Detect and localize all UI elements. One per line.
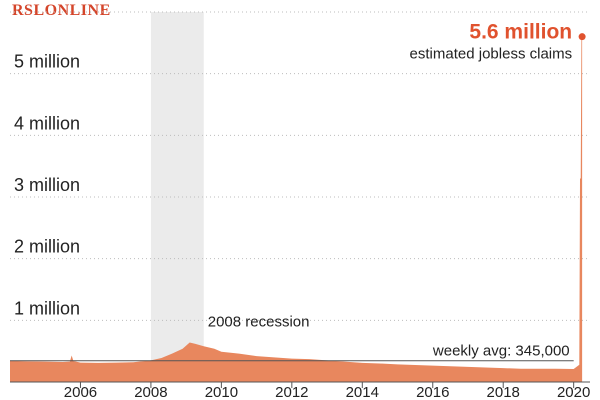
- x-tick-label: 2006: [64, 384, 97, 400]
- y-tick-label: 5 million: [14, 52, 80, 72]
- y-tick-label: 1 million: [14, 298, 80, 318]
- y-tick-label: 2 million: [14, 237, 80, 257]
- callout-value: 5.6 million: [469, 21, 572, 44]
- y-axis: 1 million 2 million 3 million 4 million 5 mi…: [14, 52, 80, 319]
- y-tick-label: 4 million: [14, 113, 80, 133]
- x-tick-label: 2016: [416, 384, 449, 400]
- x-tick-label: 2008: [134, 384, 167, 400]
- x-tick-label: 2014: [346, 384, 379, 400]
- x-axis: 2006 2008 2010 2012 2014 2016 2018 2020: [10, 381, 590, 400]
- callout-point: [578, 33, 586, 41]
- x-tick-label: 2010: [205, 384, 238, 400]
- x-tick-label: 2018: [487, 384, 520, 400]
- callout-subtitle: estimated jobless claims: [410, 46, 573, 63]
- average-label: weekly avg: 345,000: [432, 343, 570, 360]
- brand-logo: RSLONLINE: [12, 2, 111, 19]
- x-tick-label: 2020: [557, 384, 590, 400]
- recession-label: 2008 recession: [208, 313, 310, 330]
- grid-lines: [10, 11, 590, 321]
- y-tick-label: 3 million: [14, 175, 80, 195]
- x-tick-label: 2012: [275, 384, 308, 400]
